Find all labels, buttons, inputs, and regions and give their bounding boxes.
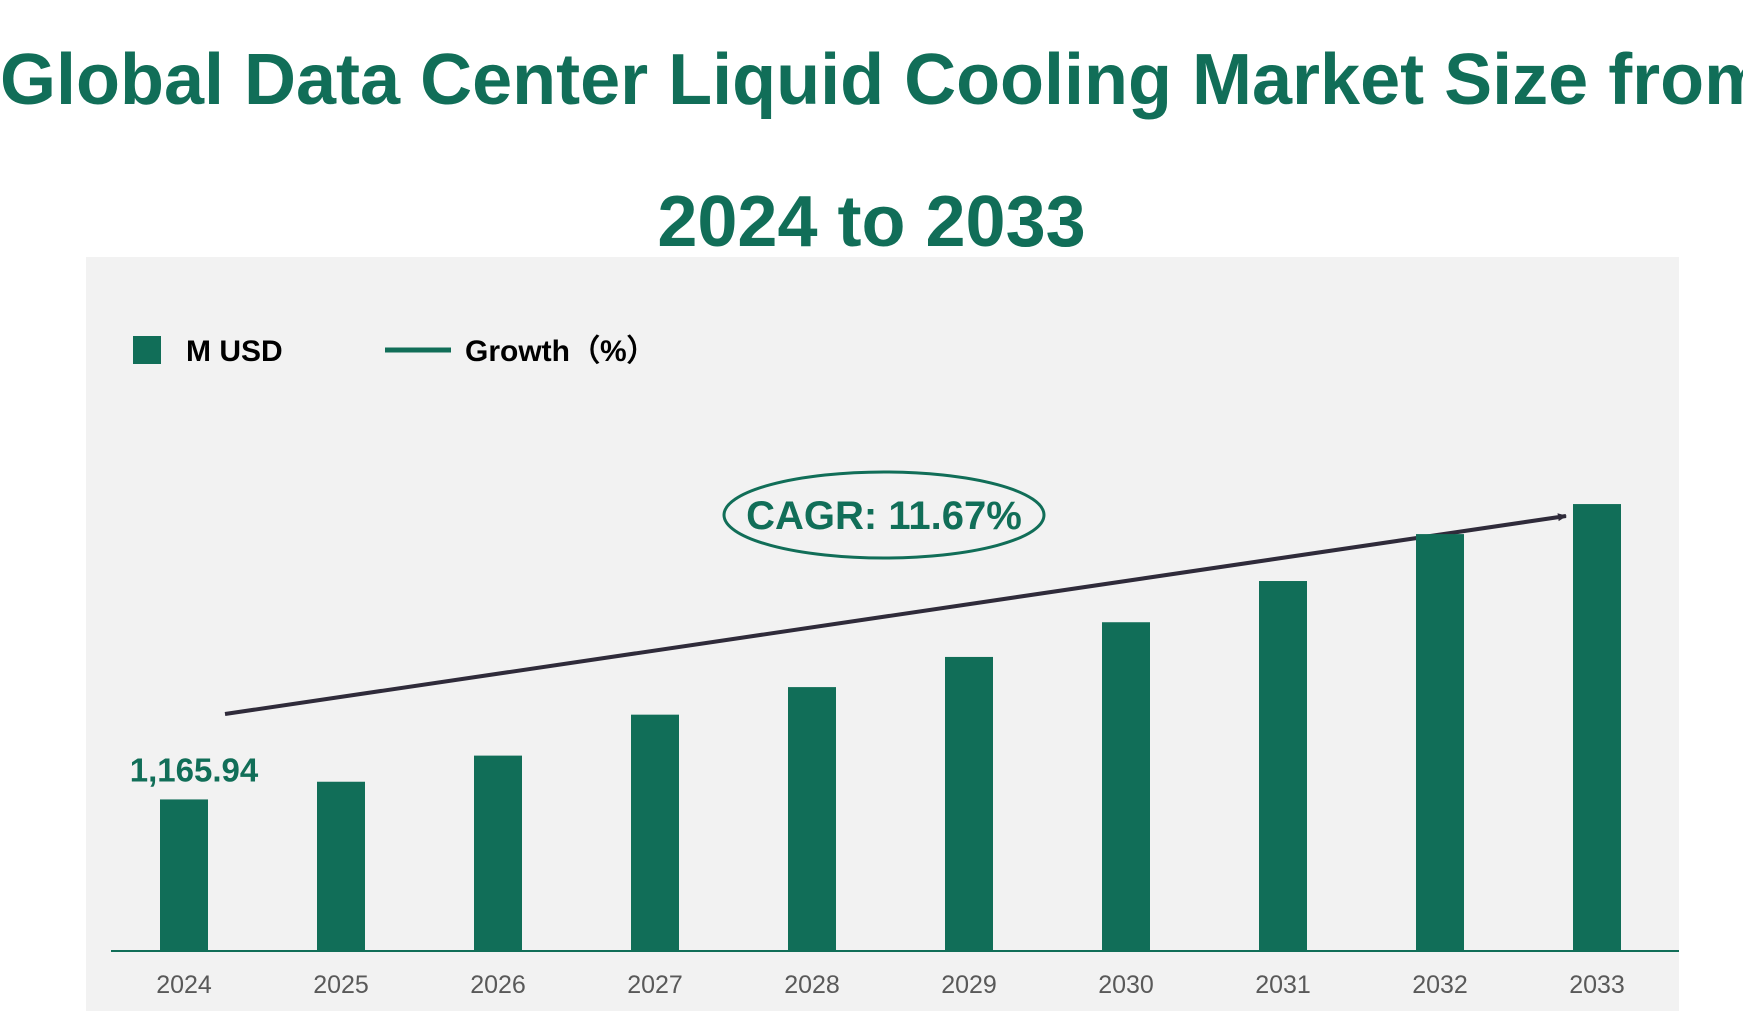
x-tick-2027: 2027 — [627, 971, 683, 999]
x-tick-2024: 2024 — [156, 971, 212, 999]
x-tick-2033: 2033 — [1569, 971, 1625, 999]
bar-chart: M USD Growth（%） CAGR: 11.67% 2024 2025 202… — [111, 334, 1679, 999]
x-tick-2029: 2029 — [941, 971, 997, 999]
bar-2031 — [1259, 581, 1307, 951]
bar-2024 — [160, 799, 208, 951]
chart-panel: M USD Growth（%） CAGR: 11.67% 2024 2025 202… — [86, 257, 1679, 1011]
legend-line-label: Growth（%） — [465, 334, 657, 368]
chart-title-line-2: 2024 to 2033 — [657, 182, 1086, 262]
bar-2030 — [1102, 622, 1150, 951]
bar-2026 — [474, 755, 522, 951]
data-labels: 1,165.94 — [130, 751, 259, 788]
bar-2025 — [317, 781, 365, 951]
cagr-ellipse — [722, 470, 1046, 560]
cagr-label: CAGR: 11.67% — [746, 494, 1022, 538]
x-tick-2028: 2028 — [784, 971, 840, 999]
x-tick-2030: 2030 — [1098, 971, 1154, 999]
legend-bar-swatch — [133, 336, 161, 364]
bar-2033 — [1573, 504, 1621, 951]
bars-group — [160, 504, 1621, 951]
x-tick-2031: 2031 — [1255, 971, 1311, 999]
bar-2027 — [631, 714, 679, 951]
bar-2028 — [788, 687, 836, 951]
x-tick-2032: 2032 — [1412, 971, 1468, 999]
bar-2032 — [1416, 534, 1464, 951]
trend-arrow — [224, 513, 1567, 716]
x-tick-labels: 2024 2025 2026 2027 2028 2029 2030 2031 2032 2033 — [156, 971, 1625, 999]
legend-bar-label: M USD — [186, 335, 283, 368]
x-tick-2025: 2025 — [313, 971, 369, 999]
x-tick-2026: 2026 — [470, 971, 526, 999]
legend: M USD Growth（%） — [133, 334, 657, 368]
bar-2029 — [945, 656, 993, 951]
data-label-2024: 1,165.94 — [130, 751, 259, 788]
chart-title-line-1: Global Data Center Liquid Cooling Market… — [0, 40, 1743, 120]
